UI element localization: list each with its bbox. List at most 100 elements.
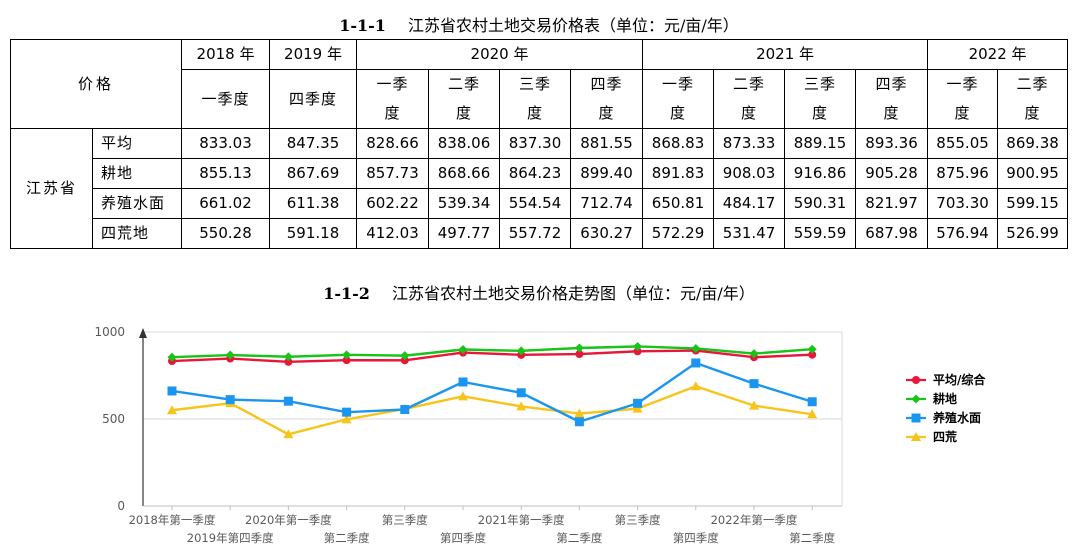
header-quarter-text: 度 (527, 104, 544, 122)
table-row: 养殖水面 661.02 611.38 602.22 539.34 554.54 712.74… (11, 188, 1069, 219)
x-tick-label: 第二季度 (324, 531, 370, 545)
table-cell: 484.17 (713, 188, 786, 219)
table-cell: 590.31 (784, 188, 857, 219)
header-year: 2019 年 (269, 39, 358, 70)
data-point (633, 398, 643, 408)
header-quarter: 一季度 (927, 69, 999, 129)
price-table: 价格 2018 年 2019 年 2020 年 2021 年 2022 年一季度 四季度 一季… (9, 39, 1069, 249)
data-point (749, 400, 759, 410)
x-tick-label: 第四季度 (440, 531, 486, 545)
table-cell: 650.81 (642, 188, 715, 219)
legend-item: 平均/综合 (905, 370, 985, 389)
data-point (691, 343, 701, 353)
data-point (283, 396, 293, 406)
header-quarter-text: 度 (954, 104, 971, 122)
table-cell: 497.77 (428, 218, 501, 249)
table-cell: 868.83 (642, 128, 715, 159)
data-point (400, 405, 410, 415)
table-cell: 412.03 (356, 218, 430, 249)
y-tick-label: 0 (117, 499, 125, 513)
data-point (633, 341, 643, 351)
table-cell: 847.35 (269, 128, 358, 159)
data-point (808, 350, 817, 359)
header-quarter: 二季度 (997, 69, 1069, 129)
table-cell: 899.40 (570, 158, 644, 189)
table-cell: 881.55 (570, 128, 644, 159)
header-quarter: 三季度 (784, 69, 857, 129)
series-line (171, 349, 813, 364)
table-cell: 893.36 (855, 128, 929, 159)
data-point (167, 405, 177, 415)
table-cell: 526.99 (997, 218, 1069, 249)
header-quarter: 四季度 (269, 69, 358, 129)
data-point (749, 379, 759, 389)
table-cell: 712.74 (570, 188, 644, 219)
header-quarter-text: 度 (1024, 104, 1041, 122)
data-point (458, 391, 468, 401)
header-quarter-text: 度 (670, 104, 687, 122)
table-cell: 557.72 (499, 218, 572, 249)
series-line (171, 345, 813, 359)
y-tick-label: 500 (102, 412, 125, 426)
table-cell: 864.23 (499, 158, 572, 189)
header-quarter-text: 度 (456, 104, 473, 122)
table-cell: 891.83 (642, 158, 715, 189)
row-label: 四荒地 (91, 218, 183, 249)
header-quarter-text: 二季 (1016, 75, 1049, 93)
row-label: 养殖水面 (91, 188, 183, 219)
data-point (691, 358, 701, 368)
data-point (225, 395, 235, 405)
data-point (632, 403, 643, 413)
table-row: 耕地 855.13 867.69 857.73 868.66 864.23 899.40 89… (11, 158, 1069, 189)
data-point (400, 356, 409, 365)
table-cell: 873.33 (713, 128, 786, 159)
series-line (171, 385, 813, 436)
data-point (458, 377, 468, 387)
table-cell: 572.29 (642, 218, 715, 249)
header-year: 2018 年 (181, 39, 271, 70)
x-tick-label: 第二季度 (789, 531, 835, 545)
table-cell: 828.66 (356, 128, 430, 159)
header-year: 2022 年 (927, 39, 1069, 70)
table-cell: 900.95 (997, 158, 1069, 189)
table-cell: 833.03 (181, 128, 271, 159)
table-cell: 630.27 (570, 218, 644, 249)
table-cell: 837.30 (499, 128, 572, 159)
data-point (807, 397, 817, 407)
legend-item: 四荒 (905, 427, 985, 446)
data-point (400, 351, 410, 361)
header-quarter-text: 度 (812, 104, 829, 122)
legend-label: 四荒 (933, 430, 958, 444)
header-quarter-text: 度 (741, 104, 758, 122)
chart-title-text: 江苏省农村土地交易价格走势图（单位：元/亩/年） (391, 284, 755, 303)
table-cell: 875.96 (927, 158, 999, 189)
data-point (690, 381, 701, 391)
table-cell: 531.47 (713, 218, 786, 249)
y-axis-arrow (139, 328, 147, 338)
province-label: 江苏省 (10, 128, 93, 249)
header-year: 2021 年 (642, 39, 929, 70)
legend-swatch (906, 431, 926, 441)
x-tick-label: 第二季度 (556, 531, 602, 545)
header-quarter: 一季度 (181, 69, 271, 129)
table-cell: 868.66 (428, 158, 501, 189)
header-quarter-text: 四季 (875, 75, 908, 93)
table-cell: 855.13 (181, 158, 271, 189)
data-point (167, 352, 177, 362)
data-point (575, 350, 584, 359)
header-quarter: 四季度 (570, 69, 644, 129)
table-cell: 905.28 (855, 158, 929, 189)
data-point (574, 343, 584, 353)
data-point (749, 349, 759, 359)
x-tick-label: 第三季度 (382, 513, 428, 527)
data-point (341, 414, 352, 424)
legend-label: 平均/综合 (933, 373, 986, 387)
legend-item: 养殖水面 (905, 408, 985, 427)
header-quarter-text: 四季度 (289, 90, 338, 108)
header-quarter: 一季度 (356, 69, 430, 129)
data-point (516, 346, 526, 356)
legend-swatch (906, 375, 926, 384)
header-quarter-text: 一季 (662, 75, 695, 93)
header-year: 2020 年 (356, 39, 644, 70)
data-point (284, 357, 293, 366)
